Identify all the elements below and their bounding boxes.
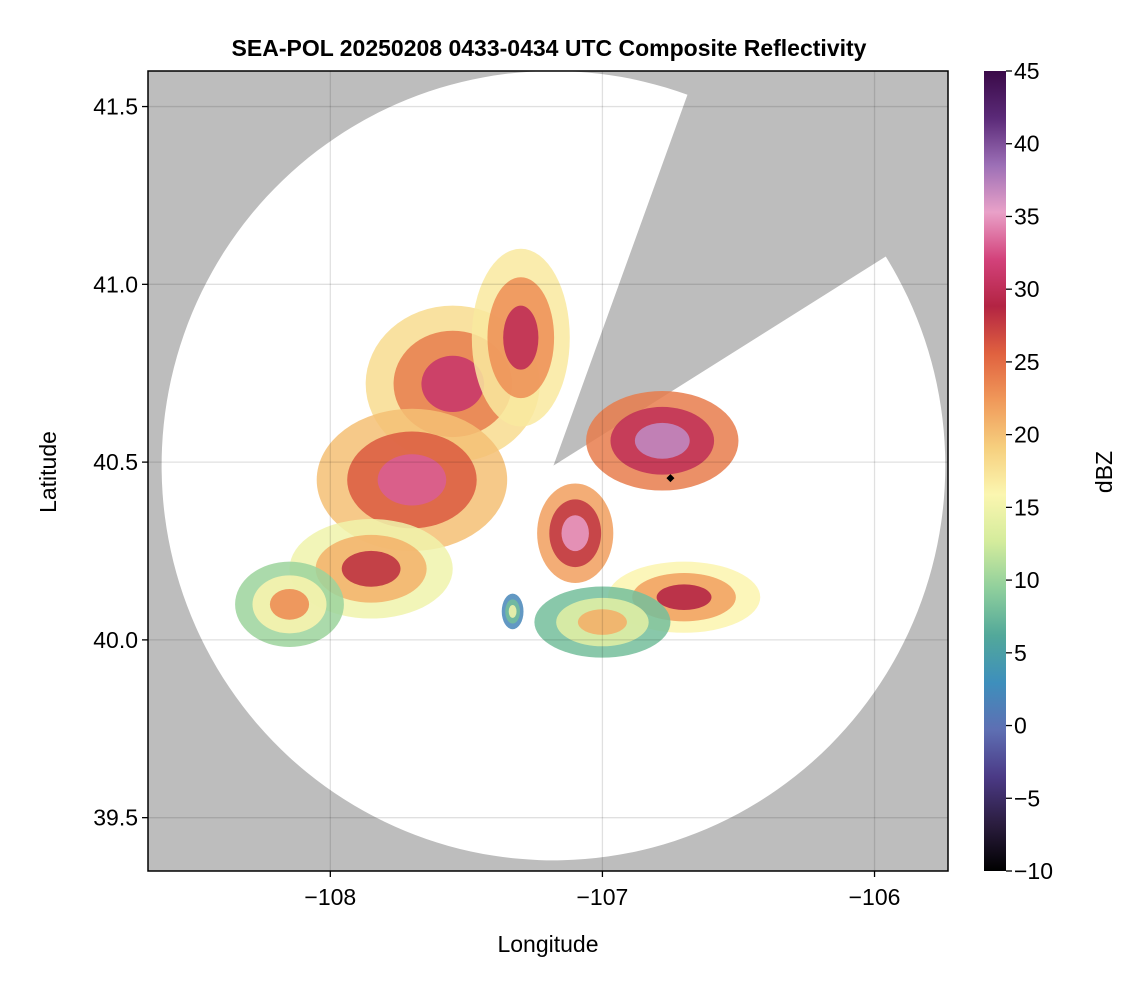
echo-core (561, 515, 589, 552)
y-tick-label: 40.5 (93, 449, 138, 475)
echo-region (471, 248, 570, 427)
colorbar: −10 −5 0 5 10 15 20 25 30 35 40 45 dBZ (984, 58, 1117, 884)
plot-area (147, 70, 949, 872)
echo-core (421, 355, 485, 413)
echo-region (586, 391, 739, 491)
echo-core (508, 605, 517, 618)
x-axis-ticks: −108 −107 −106 (304, 871, 900, 910)
colorbar-tick-label: 10 (1014, 567, 1040, 593)
location-marker (666, 474, 675, 483)
colorbar-tick-label: 15 (1014, 494, 1040, 520)
colorbar-tick-label: 30 (1014, 276, 1040, 302)
colorbar-ticks: −10 −5 0 5 10 15 20 25 30 35 40 45 (1006, 58, 1053, 884)
echo-core (634, 422, 690, 459)
echo-region (537, 483, 614, 583)
echo-core (656, 584, 712, 611)
x-tick-label: −108 (304, 884, 356, 910)
echo-region (316, 408, 508, 551)
x-axis-label: Longitude (497, 931, 598, 957)
echo-region (235, 561, 344, 647)
plot-frame (147, 70, 949, 872)
colorbar-tick-label: −10 (1014, 858, 1053, 884)
y-tick-label: 39.5 (93, 805, 138, 831)
chart-title: SEA-POL 20250208 0433-0434 UTC Composite… (232, 35, 867, 61)
y-tick-label: 40.0 (93, 627, 138, 653)
colorbar-scale (984, 71, 1006, 871)
radar-coverage-area (161, 71, 946, 861)
colorbar-tick-label: 45 (1014, 58, 1040, 84)
colorbar-tick-label: 25 (1014, 349, 1040, 375)
reflectivity-echoes (235, 248, 761, 658)
echo-core (577, 609, 627, 635)
y-tick-label: 41.5 (93, 94, 138, 120)
colorbar-tick-label: 20 (1014, 422, 1040, 448)
colorbar-tick-label: 5 (1014, 640, 1027, 666)
echo-region (501, 593, 524, 630)
x-tick-label: −107 (577, 884, 629, 910)
echo-core (341, 550, 401, 587)
colorbar-tick-label: 35 (1014, 203, 1040, 229)
colorbar-tick-label: −5 (1014, 785, 1040, 811)
y-axis-label: Latitude (35, 431, 61, 513)
grid-lines (148, 71, 948, 871)
colorbar-label: dBZ (1091, 451, 1117, 493)
y-axis-ticks: 39.5 40.0 40.5 41.0 41.5 (93, 94, 148, 831)
echo-core (377, 454, 447, 506)
x-tick-label: −106 (849, 884, 901, 910)
y-tick-label: 41.0 (93, 271, 138, 297)
echo-core (503, 305, 539, 370)
colorbar-tick-label: 40 (1014, 131, 1040, 157)
echo-region (534, 586, 671, 658)
echo-core (269, 588, 310, 620)
colorbar-tick-label: 0 (1014, 713, 1027, 739)
